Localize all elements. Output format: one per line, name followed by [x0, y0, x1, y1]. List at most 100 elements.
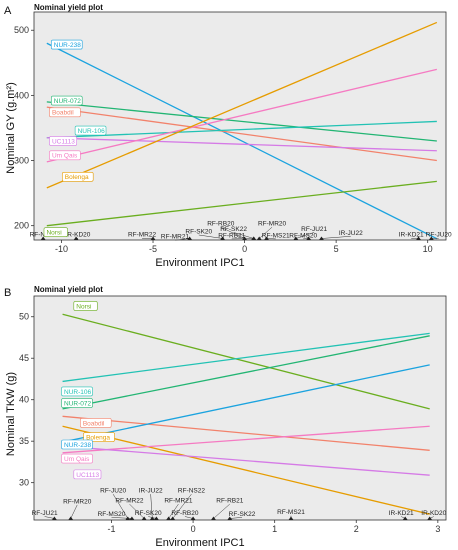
panel-a-env-label-rf-sk22: RF-SK22 — [220, 226, 247, 233]
panel-b-series-label-uc1113: UC1113 — [76, 472, 99, 479]
panel-a-series-label-um-qais: Um Qais — [52, 153, 78, 160]
panel-a-series-label-bolenga: Bolenga — [65, 174, 89, 181]
panel-b-env-marker — [68, 516, 74, 520]
panel-b-env-connector — [168, 503, 179, 519]
panel-b-series-label-um-qais: Um Qais — [64, 456, 90, 463]
panel-a-series-label-box — [51, 95, 83, 106]
panel-a-env-label-rf-ns22: RF-NS22 — [30, 232, 57, 239]
panel-b-xlabel: Environment IPC1 — [155, 537, 244, 549]
panel-b-env-label-rf-sk20: RF-SK20 — [135, 510, 162, 517]
panel-a-ytick-label: 200 — [14, 221, 29, 231]
panel-a-series-nur-072 — [46, 101, 437, 142]
panel-b-xtick-label: 2 — [354, 524, 359, 534]
panel-a-env-label-rf-sk20: RF-SK20 — [185, 228, 212, 235]
panel-b-series-label-box — [73, 469, 102, 480]
panel-a-env-marker — [428, 236, 434, 240]
panel-b-env-label-rf-mr22: RF-MR22 — [115, 498, 144, 505]
panel-a-xlabel: Environment IPC1 — [155, 257, 244, 269]
panel-b-series-label-box — [80, 418, 112, 428]
panel-a-env-label-rf-ju21: RF-JU21 — [301, 226, 327, 233]
panel-a-xtick-label: -10 — [55, 244, 68, 254]
panel-b-env-label-rf-mr20: RF-MR20 — [63, 498, 92, 505]
panel-a-env-connector — [220, 226, 245, 239]
panel-b-env-label-rf-sk22: RF-SK22 — [229, 511, 256, 518]
panel-b-plot-area — [33, 295, 447, 521]
panel-b-ytick-label: 30 — [19, 478, 29, 488]
panel-a-series-label-box — [61, 172, 94, 182]
panel-a-env-connector — [321, 236, 351, 239]
panel-a-env-marker — [242, 236, 248, 240]
panel-a-series-nur-238 — [46, 42, 438, 240]
panel-b-env-marker — [288, 516, 294, 520]
panel-a-env-label-rf-ms20: RF-MS20 — [289, 232, 317, 239]
panel-b-xtick-label: 0 — [191, 524, 196, 534]
panel-a-ytick-label: 500 — [14, 25, 29, 35]
panel-b-xtick-label: -1 — [107, 524, 115, 534]
panel-b-series-label-bolenga: Bolenga — [86, 434, 110, 441]
panel-a-env-marker — [251, 236, 257, 240]
panel-a-env-marker — [40, 236, 46, 240]
panel-a-series-nur-106 — [46, 120, 437, 139]
panel-b-env-connector — [111, 517, 132, 519]
panel-b-env-connector — [150, 494, 153, 519]
panel-b-series-nur-106 — [62, 332, 430, 383]
panel-a-series-boabdil — [46, 106, 437, 162]
panel-b-env-marker — [149, 516, 155, 520]
panel-a-env-label-rf-rb21: RF-RB21 — [218, 232, 245, 239]
panel-b-xtick-label: 1 — [272, 524, 277, 534]
panel-a-title: Nominal yield plot — [34, 3, 103, 12]
panel-a-xtick-label: 5 — [334, 244, 339, 254]
panel-b-series-boabdil — [62, 415, 430, 451]
panel-b-series-label-nur-106: NUR-106 — [64, 389, 91, 396]
panel-b-ylabel: Nominal TKW (g) — [5, 372, 17, 456]
panel-a-env-label-rf-rb20: RF-RB20 — [207, 221, 234, 228]
panel-a-ylabel: Nominal GY (g.m²) — [5, 82, 17, 173]
panel-a-env-label-ir-kd21: IR-KD21 — [399, 232, 424, 239]
panel-b-env-marker — [51, 516, 57, 520]
panel-a-env-connector — [198, 234, 223, 239]
panel-a-series-label-box — [49, 150, 81, 161]
panel-b-series-uc1113 — [62, 445, 430, 476]
panel-a-env-label-rf-mr21: RF-MR21 — [161, 234, 190, 241]
panel-b-env-label-rf-rb21: RF-RB21 — [216, 498, 243, 505]
panel-b-env-connector — [184, 516, 194, 519]
panel-a-env-marker — [264, 236, 270, 240]
panel-a-series-label-box — [43, 227, 68, 237]
panel-a-env-label-ir-kd20: IR-KD20 — [65, 232, 90, 239]
panel-a-series-uc1113 — [46, 137, 437, 152]
panel-b-ytick-label: 40 — [19, 395, 29, 405]
panel-a-series-label-box — [51, 39, 83, 50]
panel-a-plot: -10 -5 0 5 10 200 300 400 500 RF-NS22 IR-KD20 RF-MR… — [14, 11, 452, 254]
panel-b-series-nur-238 — [62, 364, 430, 443]
panel-b-xtick-label: 3 — [435, 524, 440, 534]
panel-b-env-label-ir-kd21: IR-KD21 — [389, 510, 414, 517]
panel-a-series-label-boabdil: Boabdil — [52, 110, 74, 117]
panel-a-env-label-rf-mr20: RF-MR20 — [258, 221, 287, 228]
panel-a-env-marker — [73, 236, 79, 240]
panel-a-env-connector — [174, 238, 190, 241]
panel-b-env-connector — [172, 493, 192, 519]
panel-a-xtick-label: 0 — [242, 244, 247, 254]
panel-a-env-marker — [256, 236, 262, 240]
panel-a-env-connector — [233, 232, 254, 239]
panel-a-ytick-label: 300 — [14, 156, 29, 166]
panel-a-ytick-label: 400 — [14, 90, 29, 100]
panel-b-env-label-rf-ms20: RF-MS20 — [98, 511, 126, 518]
panel-b-env-connector — [44, 516, 55, 519]
panel-a-env-connector — [259, 226, 273, 239]
panel-b-env-label-rf-ju21: RF-JU21 — [32, 510, 58, 517]
panel-b-env-label-rf-ms21: RF-MS21 — [277, 509, 305, 516]
panel-b-env-marker — [141, 516, 147, 520]
panel-b-series-label-nur-072: NUR-072 — [64, 400, 91, 407]
panel-b-series-label-box — [73, 301, 98, 311]
panel-b-ytick-label: 45 — [19, 353, 29, 363]
panel-a-env-marker — [416, 236, 422, 240]
panel-b-env-label-ir-kd20: IR-KD20 — [421, 510, 446, 517]
panel-b-series-label-box — [83, 432, 115, 442]
panel-b-env-connector — [213, 503, 230, 519]
panel-b-env-connector — [129, 503, 145, 519]
panel-b-ytick-label: 35 — [19, 436, 29, 446]
panel-a-env-connector — [295, 232, 315, 239]
panel-b-env-label-rf-ju20: RF-JU20 — [100, 488, 126, 495]
